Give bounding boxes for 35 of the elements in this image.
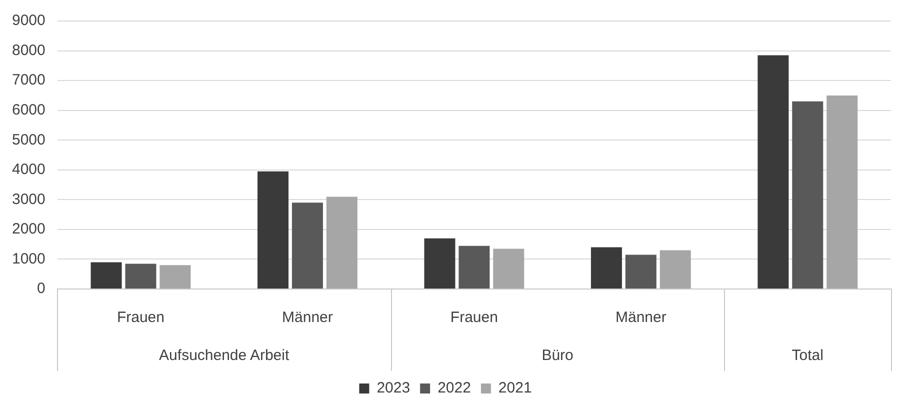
y-tick-label: 8000 [12,42,46,59]
x-tick-label: Männer [615,309,666,326]
bar [125,264,156,288]
legend-label: 2023 [376,380,410,397]
bar [590,247,622,288]
bar [257,171,289,288]
bar [493,248,524,288]
y-tick-label: 9000 [12,12,46,30]
y-tick-label: 0 [37,280,46,298]
text: Total [792,347,824,364]
y-tick-label: 3000 [12,190,46,208]
bar [292,202,323,288]
bar [625,254,656,288]
y-tick-label: 6000 [12,101,46,118]
bar [660,250,691,288]
legend-label: 2021 [498,380,532,397]
legend-label: 2022 [438,380,471,397]
y-tick-label: 5000 [12,131,46,148]
y-tick-label: 1000 [12,250,46,268]
text: Büro [542,347,574,364]
bar [326,196,358,288]
bar [424,238,456,288]
bar [90,262,122,288]
text: Aufsuchende Arbeit [159,347,290,364]
bar [458,246,490,288]
y-tick-label: 7000 [12,72,46,89]
bar [160,265,191,288]
bar [792,101,824,288]
x-tick-label: Frauen [116,309,164,326]
y-tick-label: 4000 [12,161,46,178]
y-tick-label: 2000 [12,220,46,238]
x-tick-label: Männer [282,309,333,326]
x-tick-label: Frauen [450,309,498,326]
bar [758,55,789,288]
bar [826,95,858,288]
